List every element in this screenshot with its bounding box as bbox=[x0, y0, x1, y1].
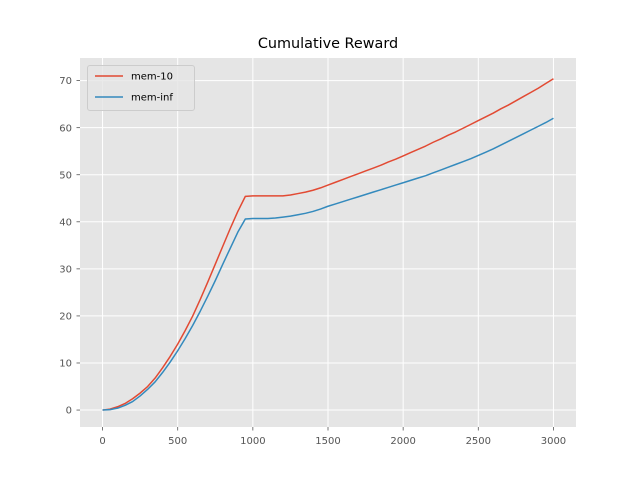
y-tick-label: 0 bbox=[66, 406, 72, 417]
series-lines bbox=[102, 78, 554, 411]
grid-lines bbox=[80, 58, 576, 427]
x-axis: 0 500 1000 1500 2000 2500 3000 bbox=[99, 427, 566, 447]
y-tick-label: 70 bbox=[59, 76, 72, 87]
legend-label: mem-10 bbox=[131, 72, 173, 83]
legend: mem-10 mem-inf bbox=[87, 65, 195, 111]
series-line-mem-inf bbox=[102, 117, 554, 411]
series-line-mem-10 bbox=[102, 78, 554, 411]
x-tick-label: 500 bbox=[168, 436, 187, 447]
y-tick-label: 30 bbox=[59, 264, 72, 275]
x-tick-label: 3000 bbox=[541, 436, 566, 447]
x-tick-label: 0 bbox=[99, 436, 105, 447]
x-tick-label: 2500 bbox=[466, 436, 491, 447]
y-axis: 0 10 20 30 40 50 60 70 bbox=[59, 76, 80, 417]
y-tick-label: 20 bbox=[59, 312, 72, 323]
y-tick-label: 40 bbox=[59, 217, 72, 228]
y-tick-label: 50 bbox=[59, 170, 72, 181]
x-tick-label: 2000 bbox=[390, 436, 415, 447]
legend-label: mem-inf bbox=[131, 93, 173, 104]
x-tick-label: 1500 bbox=[315, 436, 340, 447]
x-tick-label: 1000 bbox=[240, 436, 265, 447]
chart-title: Cumulative Reward bbox=[258, 36, 398, 52]
y-tick-label: 10 bbox=[59, 359, 72, 370]
y-tick-label: 60 bbox=[59, 123, 72, 134]
